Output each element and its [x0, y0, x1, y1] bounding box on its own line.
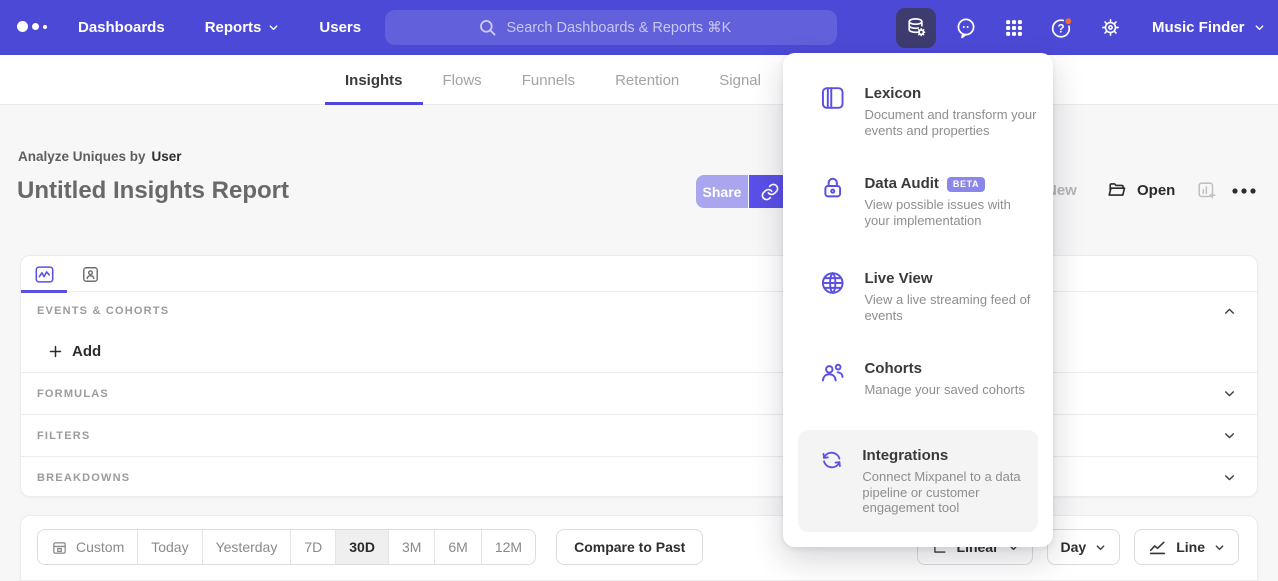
- live-view-globe-icon: [821, 272, 844, 294]
- range-12m[interactable]: 12M: [481, 530, 536, 564]
- menu-item-integrations[interactable]: Integrations Connect Mixpanel to a data …: [798, 430, 1038, 532]
- chevron-down-icon: [1096, 544, 1105, 550]
- more-menu-button[interactable]: [1230, 185, 1258, 197]
- search-input[interactable]: [506, 19, 745, 36]
- range-30d[interactable]: 30D: [336, 530, 389, 564]
- section-formulas[interactable]: FORMULAS: [21, 372, 1257, 414]
- tab-retention[interactable]: Retention: [615, 71, 680, 89]
- menu-item-data-audit[interactable]: Data Audit BETA View possible issues wit…: [783, 174, 1053, 228]
- report-tabbar: Insights Flows Funnels Retention Signal …: [0, 55, 1278, 105]
- profiles-view-tab[interactable]: [67, 256, 113, 292]
- apps-grid-icon[interactable]: [996, 10, 1032, 46]
- folder-icon: [1108, 183, 1126, 196]
- tab-signal[interactable]: Signal: [719, 71, 761, 89]
- chart-type-dropdown[interactable]: Line: [1134, 529, 1239, 565]
- section-filters[interactable]: FILTERS: [21, 414, 1257, 456]
- notification-dot: [1063, 16, 1073, 26]
- profiles-view-icon: [82, 266, 98, 282]
- messages-icon[interactable]: [948, 10, 984, 46]
- chevron-down-icon[interactable]: [1223, 429, 1236, 442]
- share-button[interactable]: Share: [696, 175, 748, 208]
- open-report-button[interactable]: Open: [1106, 179, 1175, 201]
- range-6m[interactable]: 6M: [435, 530, 482, 564]
- section-events-cohorts[interactable]: EVENTS & COHORTS: [21, 292, 1257, 330]
- lexicon-book-icon: [821, 87, 844, 109]
- link-icon: [761, 183, 779, 200]
- calendar-icon: [53, 541, 66, 554]
- page-title[interactable]: Untitled Insights Report: [17, 177, 289, 204]
- data-audit-lock-icon: [824, 177, 842, 198]
- interval-dropdown[interactable]: Day: [1046, 529, 1121, 565]
- chevron-down-icon[interactable]: [1223, 471, 1236, 484]
- section-breakdowns[interactable]: BREAKDOWNS: [21, 456, 1257, 498]
- search-icon: [479, 20, 495, 36]
- menu-item-lexicon[interactable]: Lexicon Document and transform your even…: [783, 84, 1053, 138]
- global-search[interactable]: [385, 10, 837, 45]
- integrations-sync-icon: [822, 451, 841, 469]
- svg-text:?: ?: [1057, 23, 1064, 35]
- range-custom[interactable]: Custom: [38, 530, 139, 564]
- cohorts-people-icon: [821, 363, 844, 382]
- add-to-board-icon: [1198, 182, 1216, 199]
- analysis-entity[interactable]: User: [151, 149, 182, 164]
- range-today[interactable]: Today: [138, 530, 203, 564]
- help-icon[interactable]: ?: [1044, 10, 1080, 46]
- nav-reports[interactable]: Reports: [205, 19, 280, 36]
- data-management-icon[interactable]: [896, 7, 936, 48]
- data-management-menu: Lexicon Document and transform your even…: [783, 53, 1053, 547]
- top-nav: Dashboards Reports Users: [0, 0, 1278, 55]
- chevron-down-icon: [1215, 544, 1224, 550]
- nav-dashboards[interactable]: Dashboards: [78, 19, 165, 36]
- plus-icon: [49, 345, 62, 357]
- chevron-down-icon: [1255, 25, 1263, 31]
- chevron-down-icon: [269, 25, 278, 31]
- nav-users[interactable]: Users: [319, 19, 362, 36]
- chart-view-icon: [35, 265, 53, 283]
- query-builder-panel: EVENTS & COHORTS Add FORMULAS FILTERS BR…: [20, 255, 1258, 497]
- range-7d[interactable]: 7D: [291, 530, 337, 564]
- chevron-up-icon[interactable]: [1223, 305, 1236, 318]
- beta-badge: BETA: [946, 176, 986, 192]
- tab-flows[interactable]: Flows: [442, 71, 482, 89]
- chart-view-tab[interactable]: [21, 256, 67, 293]
- chevron-down-icon[interactable]: [1223, 387, 1236, 400]
- date-range-group: Custom Today Yesterday 7D 30D 3M 6M 12M: [37, 529, 537, 565]
- add-to-board-button[interactable]: [1196, 180, 1218, 202]
- project-switcher[interactable]: Music Finder: [1152, 0, 1265, 55]
- new-report-button[interactable]: New: [1046, 182, 1077, 199]
- settings-icon[interactable]: [1092, 10, 1128, 46]
- tab-insights[interactable]: Insights: [325, 55, 423, 105]
- menu-item-cohorts[interactable]: Cohorts Manage your saved cohorts: [783, 359, 1053, 398]
- mixpanel-logo-icon[interactable]: [17, 21, 47, 32]
- add-event-button[interactable]: Add: [21, 330, 1257, 372]
- range-yesterday[interactable]: Yesterday: [202, 530, 292, 564]
- more-dots-icon: [1232, 188, 1256, 194]
- line-chart-icon: [1150, 541, 1166, 554]
- analysis-subtitle: Analyze Uniques by User: [18, 149, 182, 164]
- compare-to-past-button[interactable]: Compare to Past: [556, 529, 704, 565]
- chart-controls-panel: Custom Today Yesterday 7D 30D 3M 6M 12M …: [20, 515, 1258, 581]
- range-3m[interactable]: 3M: [388, 530, 436, 564]
- menu-item-live-view[interactable]: Live View View a live streaming feed of …: [783, 269, 1053, 323]
- tab-funnels[interactable]: Funnels: [521, 71, 576, 89]
